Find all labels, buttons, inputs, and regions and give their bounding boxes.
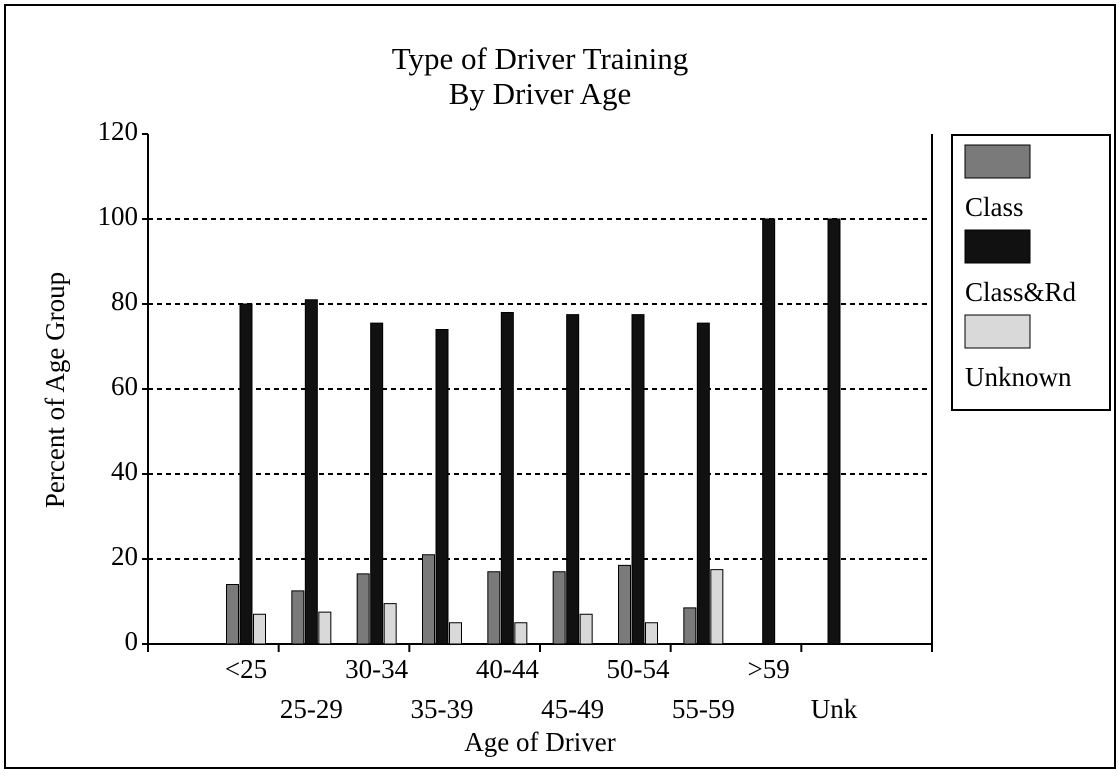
x-tick-label: >59 — [748, 654, 790, 684]
chart-subtitle: By Driver Age — [449, 76, 632, 111]
bar — [449, 622, 462, 645]
bar — [618, 564, 631, 645]
legend-label: Class — [965, 192, 1024, 222]
y-tick-label: 120 — [98, 116, 139, 146]
bar — [435, 329, 449, 645]
chart-title: Type of Driver Training — [392, 41, 689, 76]
bar — [696, 322, 710, 645]
bar — [370, 322, 384, 645]
bar — [631, 314, 645, 645]
legend-label: Class&Rd — [965, 277, 1077, 307]
bar — [422, 554, 435, 645]
bar — [487, 571, 501, 645]
bar — [304, 299, 318, 645]
bar — [514, 622, 528, 645]
legend-swatch — [964, 229, 1031, 264]
bar — [710, 569, 724, 645]
y-tick-label: 40 — [111, 456, 138, 486]
x-tick-label: 50-54 — [607, 654, 670, 684]
frame — [4, 4, 1116, 769]
x-tick-label: <25 — [225, 654, 267, 684]
bar — [356, 573, 370, 645]
y-tick-label: 0 — [125, 626, 139, 656]
x-tick-label: 40-44 — [476, 654, 539, 684]
bar — [226, 584, 239, 645]
bar — [827, 218, 841, 645]
legend-box — [951, 134, 1111, 411]
x-tick-label: 55-59 — [672, 694, 735, 724]
bar — [683, 607, 697, 645]
y-tick-label: 60 — [111, 371, 138, 401]
x-axis-label: Age of Driver — [464, 727, 615, 757]
bar — [500, 312, 514, 645]
bar — [318, 611, 332, 645]
x-tick-label: 30-34 — [345, 654, 408, 684]
bar — [645, 622, 658, 645]
bar — [566, 314, 580, 645]
bar — [291, 590, 305, 645]
bar — [579, 613, 593, 645]
x-tick-label: 25-29 — [280, 694, 343, 724]
bar — [253, 613, 266, 645]
bar — [552, 571, 566, 645]
y-tick-label: 80 — [111, 286, 138, 316]
y-axis-label: Percent of Age Group — [40, 272, 70, 508]
x-tick-label: Unk — [811, 694, 858, 724]
x-tick-label: 45-49 — [541, 694, 604, 724]
bar — [762, 218, 776, 645]
bar — [383, 603, 397, 645]
bar — [239, 303, 253, 645]
legend-swatch — [964, 314, 1031, 349]
x-tick-label: 35-39 — [411, 694, 474, 724]
y-tick-label: 20 — [111, 541, 138, 571]
y-tick-label: 100 — [98, 201, 139, 231]
legend-swatch — [964, 144, 1031, 179]
legend-label: Unknown — [965, 362, 1072, 392]
